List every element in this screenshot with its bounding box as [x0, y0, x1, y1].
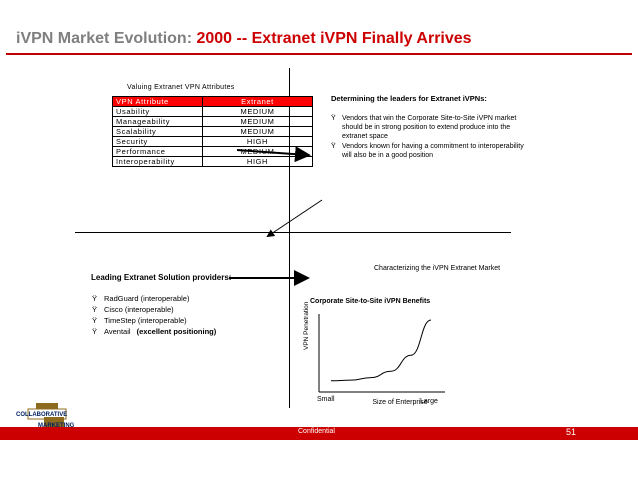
title-prefix: iVPN Market Evolution:	[16, 30, 193, 47]
page-number: 51	[566, 427, 577, 437]
bullet-text-line: Vendors that win the Corporate Site-to-S…	[342, 115, 517, 122]
leaders-bullet: Ÿ Vendors that win the Corporate Site-to…	[331, 114, 581, 141]
provider-name: Cisco (interoperable)	[104, 305, 174, 314]
bullet-mark: Ÿ	[92, 294, 98, 303]
logo-graphic: COLLABORATIVE MARKETING	[16, 403, 75, 431]
table-row: Security HIGH	[112, 136, 313, 147]
providers-heading: Leading Extranet Solution providers:	[91, 273, 232, 282]
bullet-mark: Ÿ	[92, 327, 98, 336]
title-highlight: 2000 -- Extranet iVPN Finally Arrives	[196, 30, 472, 47]
svg-text:COLLABORATIVE: COLLABORATIVE	[16, 412, 67, 418]
characterizing-label: Characterizing the iVPN Extranet Market	[374, 265, 501, 272]
x-tick-label: Small	[317, 396, 335, 403]
provider-note: (excellent positioning)	[136, 327, 217, 336]
bullet-text-line: extranet space	[342, 133, 388, 140]
attribute-cell: Security	[112, 136, 203, 147]
leaders-heading: Determining the leaders for Extranet iVP…	[331, 94, 487, 103]
provider-name: Aventail	[104, 327, 131, 336]
provider-item: Ÿ Aventail (excellent positioning)	[92, 327, 216, 337]
column-header: Extranet	[202, 96, 313, 107]
value-cell: MEDIUM	[202, 146, 313, 157]
bullet-mark: Ÿ	[331, 115, 336, 122]
attribute-cell: Interoperability	[112, 156, 203, 167]
leaders-bullet: Ÿ Vendors known for having a commitment …	[331, 142, 581, 160]
page-title: iVPN Market Evolution: 2000 -- Extranet …	[16, 30, 472, 48]
provider-name: RadGuard (interoperable)	[104, 294, 190, 303]
table-row: Usability MEDIUM	[112, 106, 313, 117]
benefits-chart	[318, 314, 445, 393]
table-row: Scalability MEDIUM	[112, 126, 313, 137]
attributes-table: VPN Attribute Extranet Usability MEDIUM …	[112, 96, 313, 167]
title-divider	[6, 53, 632, 55]
svg-text:MARKETING: MARKETING	[38, 423, 75, 429]
arrow-diagonal	[266, 199, 323, 238]
bullet-mark: Ÿ	[92, 305, 98, 314]
horizontal-axis-line	[75, 232, 511, 233]
bullet-text-line: Vendors known for having a commitment to…	[342, 143, 524, 150]
bullet-mark: Ÿ	[331, 143, 336, 150]
chart-title: Corporate Site-to-Site iVPN Benefits	[310, 298, 431, 305]
value-cell: HIGH	[202, 136, 313, 147]
attribute-cell: Performance	[112, 146, 203, 157]
chart-y-label: VPN Penetration	[303, 301, 310, 350]
value-cell: HIGH	[202, 156, 313, 167]
x-axis-label: Size of Enterprise	[372, 399, 428, 406]
provider-name: TimeStep (interoperable)	[104, 316, 187, 325]
attribute-cell: Scalability	[112, 126, 203, 137]
footer-bar	[0, 427, 638, 440]
bullet-text-line: should be in strong position to extend p…	[342, 124, 511, 131]
value-cell: MEDIUM	[202, 116, 313, 127]
value-cell: MEDIUM	[202, 106, 313, 117]
provider-item: Ÿ RadGuard (interoperable)	[92, 294, 189, 304]
provider-item: Ÿ TimeStep (interoperable)	[92, 316, 187, 326]
bullet-mark: Ÿ	[92, 316, 98, 325]
company-logo: COLLABORATIVE MARKETING	[10, 403, 82, 447]
table-caption: Valuing Extranet VPN Attributes	[127, 84, 235, 91]
bullet-text-line: will also be in a good position	[342, 152, 434, 159]
table-row: Manageability MEDIUM	[112, 116, 313, 127]
x-tick-label: Large	[420, 398, 438, 405]
chart-series-line	[330, 319, 432, 382]
vertical-axis-line	[289, 68, 290, 408]
table-row: Interoperability HIGH	[112, 156, 313, 167]
attribute-cell: Usability	[112, 106, 203, 117]
value-cell: MEDIUM	[202, 126, 313, 137]
column-header: VPN Attribute	[112, 96, 203, 107]
table-header-row: VPN Attribute Extranet	[112, 96, 313, 107]
provider-item: Ÿ Cisco (interoperable)	[92, 305, 174, 315]
attribute-cell: Manageability	[112, 116, 203, 127]
table-row: Performance MEDIUM	[112, 146, 313, 157]
footer-confidential: Confidential	[298, 428, 335, 435]
